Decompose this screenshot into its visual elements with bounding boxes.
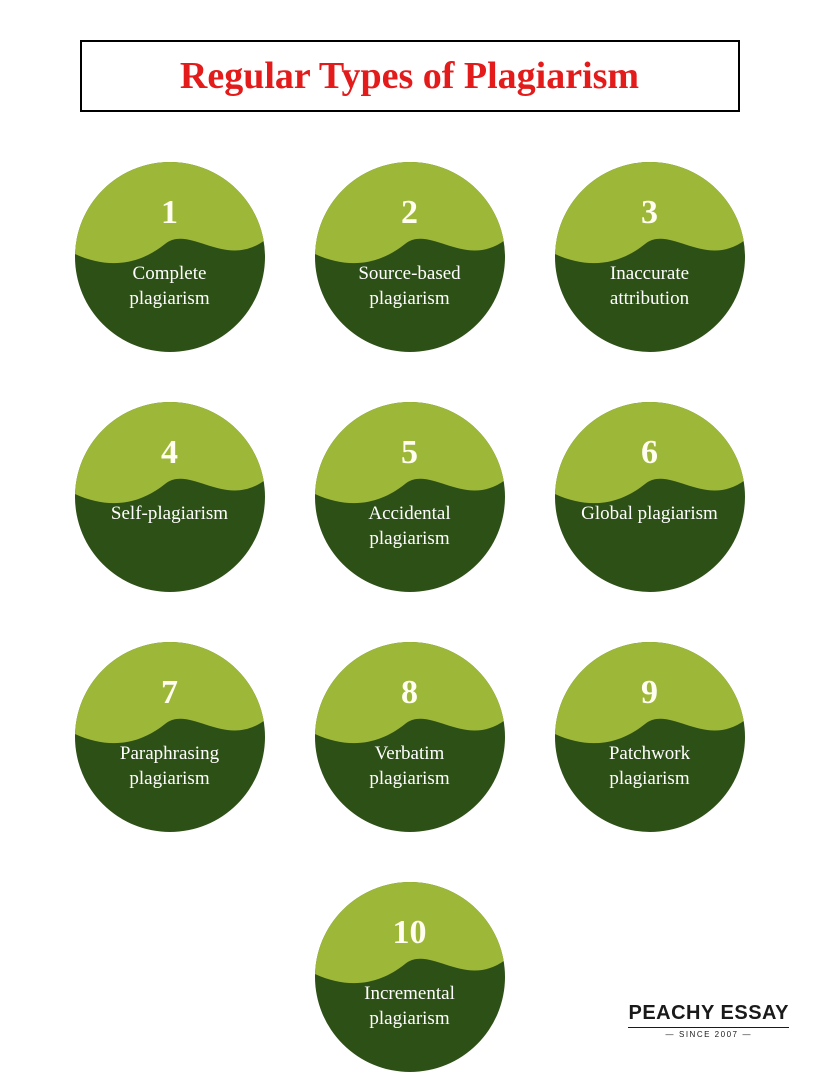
circle-wave-icon [75,402,265,592]
circle-item: 4 Self-plagiarism [75,402,265,592]
page-title: Regular Types of Plagiarism [102,54,718,98]
circle-item: 8 Verbatim plagiarism [315,642,505,832]
circle-label: Source-based plagiarism [315,262,505,311]
circle-wave-icon [315,162,505,352]
circle-number: 4 [75,434,265,472]
title-container: Regular Types of Plagiarism [80,40,740,112]
circle-label: Paraphrasing plagiarism [75,742,265,791]
circle-label: Inaccurate attribution [555,262,745,311]
circle-wave-icon [75,162,265,352]
circle-wave-icon [555,642,745,832]
circle-number: 1 [75,194,265,232]
circle-number: 5 [315,434,505,472]
circle-label: Global plagiarism [555,502,745,527]
circle-number: 7 [75,674,265,712]
circle-item: 2 Source-based plagiarism [315,162,505,352]
circle-number: 8 [315,674,505,712]
circle-label: Verbatim plagiarism [315,742,505,791]
circle-wave-icon [315,402,505,592]
circle-item: 3 Inaccurate attribution [555,162,745,352]
circle-label: Self-plagiarism [75,502,265,527]
logo-sub-text: SINCE 2007 [628,1027,789,1039]
circles-grid: 1 Complete plagiarism 2 Source-based plagia… [0,142,819,1092]
circle-number: 3 [555,194,745,232]
circle-label: Patchwork plagiarism [555,742,745,791]
circle-wave-icon [75,642,265,832]
circle-wave-icon [315,882,505,1072]
circle-item: 9 Patchwork plagiarism [555,642,745,832]
circle-number: 6 [555,434,745,472]
circle-number: 10 [315,914,505,952]
circle-item: 7 Paraphrasing plagiarism [75,642,265,832]
circle-wave-icon [555,162,745,352]
circle-number: 2 [315,194,505,232]
logo-main-text: PEACHY ESSAY [628,1002,789,1025]
circle-number: 9 [555,674,745,712]
circle-item: 5 Accidental plagiarism [315,402,505,592]
circle-item: 6 Global plagiarism [555,402,745,592]
circle-wave-icon [555,402,745,592]
circle-item: 1 Complete plagiarism [75,162,265,352]
circle-item: 10Incremental plagiarism [315,882,505,1072]
circle-label: Complete plagiarism [75,262,265,311]
circle-wave-icon [315,642,505,832]
circle-label: Accidental plagiarism [315,502,505,551]
brand-logo: PEACHY ESSAY SINCE 2007 [628,1002,789,1039]
